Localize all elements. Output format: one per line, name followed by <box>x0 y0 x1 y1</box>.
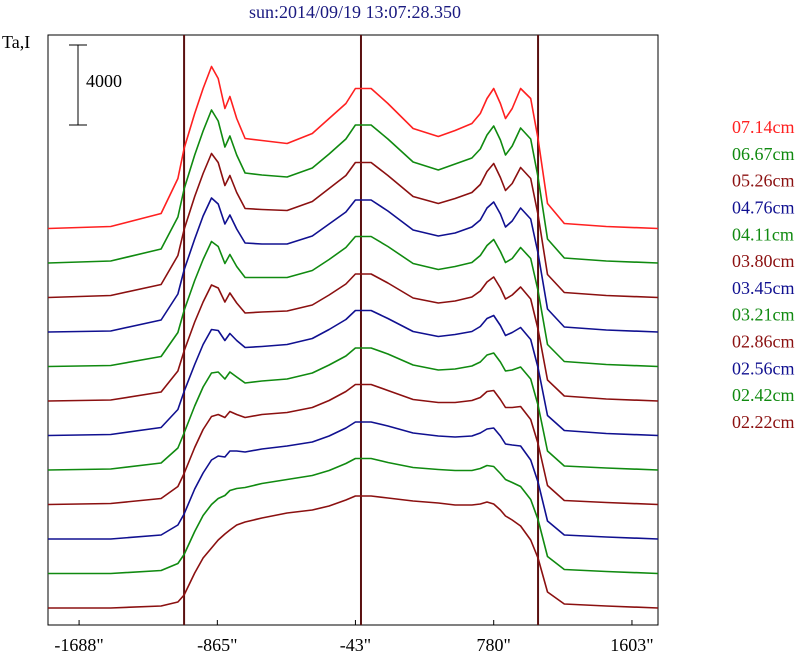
legend-label: 02.56cm <box>732 358 795 378</box>
x-tick-label: -1688" <box>54 635 103 655</box>
legend-label: 02.42cm <box>732 385 795 405</box>
x-tick-label: -865" <box>197 635 237 655</box>
series-line <box>48 457 659 575</box>
legend-label: 02.22cm <box>732 412 795 432</box>
series-line <box>48 421 659 540</box>
legend-label: 05.26cm <box>732 171 795 191</box>
series-line <box>47 383 659 506</box>
series-line <box>47 65 659 230</box>
legend-label: 04.11cm <box>732 224 794 244</box>
plot-frame <box>47 34 659 626</box>
legend-label: 03.80cm <box>732 251 795 271</box>
chart-title: sun:2014/09/19 13:07:28.350 <box>249 2 461 22</box>
scale-bar-label: 4000 <box>86 71 122 91</box>
legend-label: 03.21cm <box>732 305 795 325</box>
series-line <box>48 495 659 609</box>
y-axis-label: Ta,I <box>2 32 30 52</box>
series-line <box>47 235 659 368</box>
x-tick-label: -43" <box>340 635 371 655</box>
x-tick-label: 1603" <box>610 635 653 655</box>
legend-label: 03.45cm <box>732 278 795 298</box>
series-line <box>47 197 659 333</box>
series-line <box>47 152 659 299</box>
series-line <box>47 273 659 402</box>
series-line <box>47 309 659 437</box>
legend-label: 04.76cm <box>732 198 795 218</box>
legend-label: 02.86cm <box>732 332 795 352</box>
series-line <box>47 109 659 264</box>
legend-label: 07.14cm <box>732 117 795 137</box>
series-line <box>47 347 659 471</box>
legend-label: 06.67cm <box>732 144 795 164</box>
x-tick-label: 780" <box>477 635 511 655</box>
